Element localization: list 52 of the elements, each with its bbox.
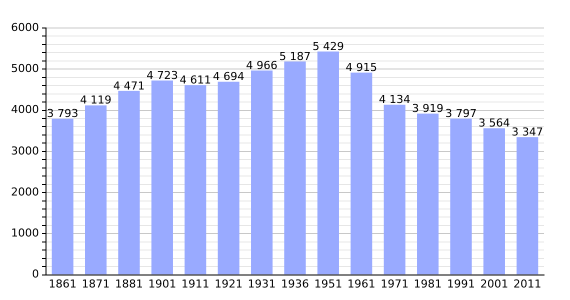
data-label: 3 919 xyxy=(412,102,444,115)
y-tick-label: 1000 xyxy=(10,226,39,240)
y-tick-label: 3000 xyxy=(10,144,39,158)
bar xyxy=(184,85,206,274)
x-tick-label: 1951 xyxy=(314,277,342,290)
y-tick-label: 4000 xyxy=(10,103,39,116)
data-label: 4 119 xyxy=(80,94,112,107)
y-tick-label: 6000 xyxy=(10,20,39,34)
data-label: 4 966 xyxy=(246,58,278,72)
data-label: 4 723 xyxy=(146,68,178,82)
bar xyxy=(384,104,406,274)
bar xyxy=(151,80,173,274)
data-label: 3 793 xyxy=(46,107,78,120)
x-tick-label: 1931 xyxy=(248,277,276,290)
data-label: 4 611 xyxy=(180,73,212,86)
bar xyxy=(85,105,107,274)
bar xyxy=(52,118,74,274)
bar xyxy=(516,137,538,274)
bar xyxy=(483,128,505,274)
x-tick-label: 1981 xyxy=(414,277,442,290)
data-label: 4 915 xyxy=(346,60,378,74)
data-label: 5 429 xyxy=(312,40,344,53)
data-label: 5 187 xyxy=(279,50,311,63)
x-tick-label: 2001 xyxy=(480,277,508,290)
x-tick-label: 1911 xyxy=(181,277,210,290)
x-tick-label: 1881 xyxy=(114,277,143,290)
x-tick-label: 1936 xyxy=(280,277,309,290)
x-tick-label: 1991 xyxy=(447,277,475,290)
y-tick-label: 0 xyxy=(32,268,39,281)
data-label: 4 471 xyxy=(113,79,145,92)
data-label: 4 694 xyxy=(212,70,244,84)
x-tick-label: 1971 xyxy=(380,277,409,290)
x-tick-label: 1961 xyxy=(347,277,376,290)
bar xyxy=(417,114,439,274)
bar xyxy=(251,70,273,274)
x-tick-label: 1871 xyxy=(82,277,110,290)
bar xyxy=(118,90,140,274)
y-tick-label: 5000 xyxy=(10,62,39,75)
x-tick-label: 1901 xyxy=(148,277,176,290)
bar xyxy=(350,72,372,274)
bar xyxy=(218,82,240,274)
bar xyxy=(284,61,306,274)
y-tick-label: 2000 xyxy=(10,185,39,198)
data-label: 3 564 xyxy=(478,116,510,130)
bar xyxy=(317,51,339,274)
bar xyxy=(450,118,472,274)
data-label: 3 347 xyxy=(512,125,544,138)
x-tick-label: 1861 xyxy=(48,277,77,290)
data-label: 4 134 xyxy=(378,93,410,106)
data-label: 3 797 xyxy=(445,106,477,120)
x-tick-label: 1921 xyxy=(214,277,243,290)
x-tick-label: 2011 xyxy=(513,277,542,290)
